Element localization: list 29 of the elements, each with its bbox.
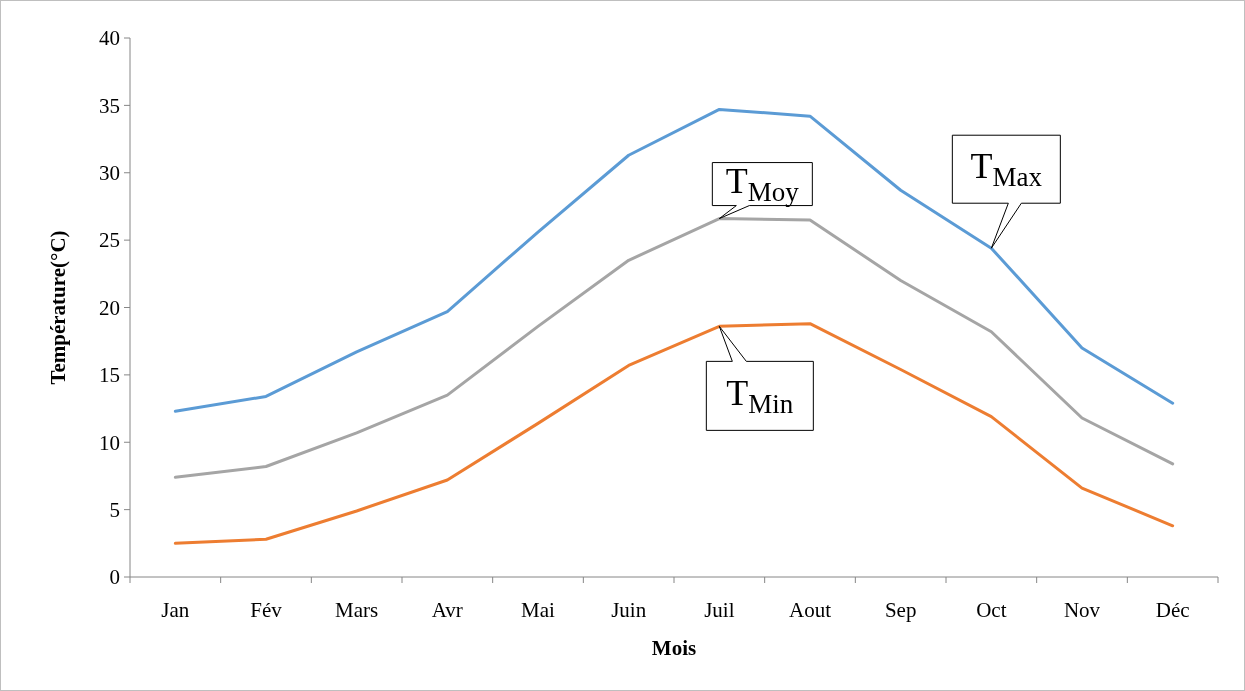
x-tick-label: Mai [521,598,556,622]
x-tick-label: Oct [976,598,1007,622]
y-axis-title: Température(°C) [46,230,70,385]
annotation: T$_{Min}$ [726,372,794,419]
line-series [173,107,1175,413]
line-series [173,322,1175,545]
y-tick-label: 0 [109,565,120,590]
y-tick-label: 20 [99,295,120,320]
line-series [173,217,1175,479]
annotation: T$_{Moy}$ [725,161,800,208]
x-tick-label: Fév [250,598,283,622]
y-tick-label: 30 [99,161,120,186]
y-tick-label: 35 [99,93,120,118]
x-tick-label: Aout [789,598,832,622]
x-tick-label: Juin [611,598,647,622]
x-tick-label: Déc [1155,598,1190,622]
x-tick-label: Jan [161,598,190,622]
y-tick-label: 15 [99,363,120,388]
x-axis-title: Mois [651,636,697,660]
y-tick-label: 10 [99,430,120,455]
annotation: T$_{Max}$ [970,146,1043,193]
x-tick-label: Avr [431,598,463,622]
y-tick-label: 5 [109,497,120,522]
x-tick-label: Juil [704,598,735,622]
x-tick-label: Nov [1063,598,1101,622]
y-tick-label: 25 [99,228,120,253]
x-tick-label: Mars [335,598,379,622]
x-tick-label: Sep [884,598,917,622]
y-tick-label: 40 [99,26,120,51]
